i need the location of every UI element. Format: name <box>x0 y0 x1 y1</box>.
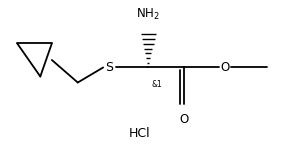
Text: O: O <box>220 61 229 74</box>
Text: HCl: HCl <box>129 127 150 140</box>
Text: &1: &1 <box>151 80 162 88</box>
Text: O: O <box>180 113 189 126</box>
Text: S: S <box>105 61 113 74</box>
Text: NH$_2$: NH$_2$ <box>136 7 160 22</box>
